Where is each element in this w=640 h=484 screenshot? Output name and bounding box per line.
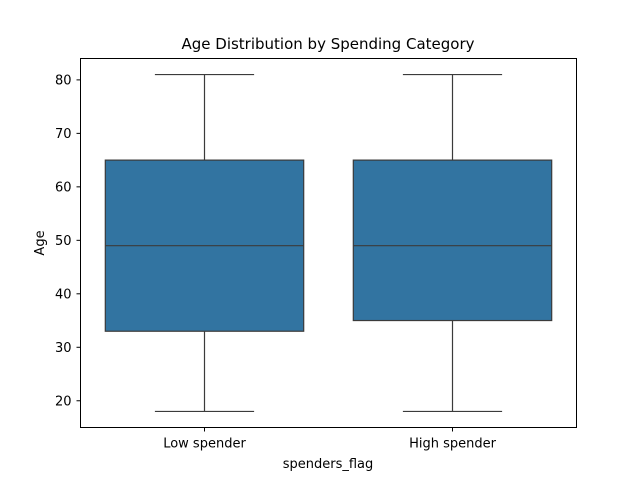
- x-tick-label: High spender: [409, 437, 497, 452]
- chart-title: Age Distribution by Spending Category: [181, 35, 474, 53]
- x-axis: Low spender High spender: [163, 427, 497, 452]
- y-tick-label: 80: [55, 73, 72, 88]
- y-axis: 20 30 40 50 60 70 80: [55, 73, 81, 409]
- axes-frame: [80, 58, 577, 428]
- box-group: [104, 73, 305, 413]
- y-axis-label: Age: [33, 230, 48, 255]
- y-tick-label: 60: [55, 180, 72, 195]
- y-tick-label: 50: [55, 234, 72, 249]
- y-tick-label: 30: [55, 341, 72, 356]
- box-group: [352, 73, 553, 413]
- plot-area: [104, 73, 553, 413]
- x-tick-label: Low spender: [163, 437, 246, 452]
- y-tick-label: 70: [55, 127, 72, 142]
- y-tick-label: 20: [55, 394, 72, 409]
- y-tick-label: 40: [55, 287, 72, 302]
- iqr-box: [352, 159, 553, 322]
- x-axis-label: spenders_flag: [283, 457, 374, 472]
